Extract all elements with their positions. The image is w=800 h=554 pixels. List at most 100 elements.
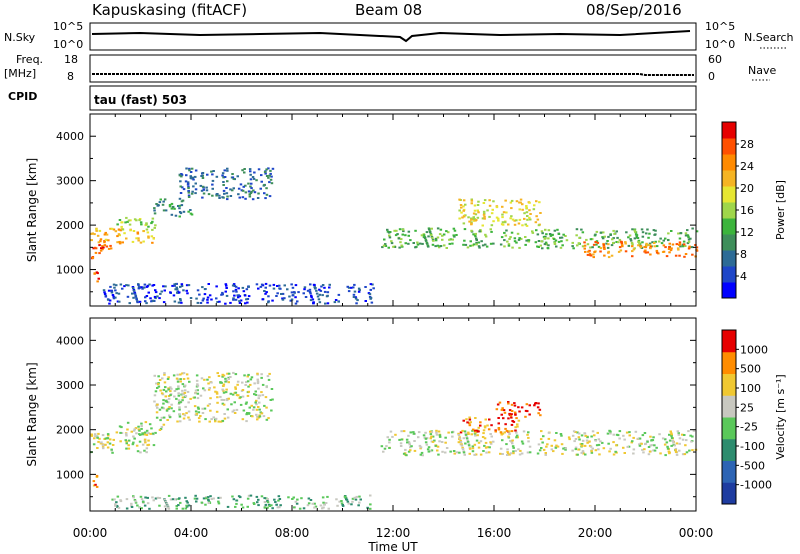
- vel-cell: [143, 433, 146, 436]
- vel-cell: [444, 441, 447, 444]
- power-cell: [624, 241, 627, 244]
- vel-cell: [650, 444, 654, 447]
- power-cell: [589, 238, 593, 241]
- power-cell: [684, 253, 688, 255]
- power-cell: [239, 299, 243, 302]
- vel-cell: [257, 394, 261, 397]
- vel-cell: [138, 429, 141, 432]
- vel-cell: [138, 506, 142, 509]
- power-cell: [201, 177, 205, 179]
- power-cell: [541, 247, 544, 250]
- vel-cell: [526, 451, 530, 454]
- vel-cell: [508, 433, 511, 435]
- vel-cell: [126, 428, 129, 431]
- vel-cell: [139, 495, 143, 498]
- vel-cell: [358, 501, 361, 504]
- vel-cell: [177, 402, 181, 405]
- power-cell: [383, 238, 386, 241]
- vel-cell: [670, 437, 674, 439]
- vel-cell: [515, 417, 518, 420]
- power-cell: [525, 206, 528, 209]
- vel-cell: [140, 507, 143, 510]
- power-cell: [223, 192, 226, 195]
- power-cell: [125, 284, 128, 287]
- power-cell: [249, 178, 253, 181]
- vel-cell: [177, 387, 180, 390]
- power-cell: [121, 241, 124, 244]
- vel-cell: [574, 438, 578, 440]
- vel-cell: [295, 502, 299, 505]
- power-cell: [471, 244, 474, 247]
- power-cell: [390, 242, 394, 245]
- power-cell: [631, 245, 634, 248]
- power-cell: [135, 237, 138, 240]
- vel-cell: [453, 452, 456, 455]
- power-cell: [548, 233, 552, 235]
- power-cell: [139, 221, 143, 224]
- vel-cell: [683, 453, 687, 456]
- power-cell: [190, 192, 194, 195]
- power-cell: [240, 189, 244, 192]
- vel-cell: [221, 388, 224, 391]
- vel-cell: [462, 450, 465, 453]
- vel-cell: [444, 451, 447, 454]
- vel-cell: [201, 412, 205, 414]
- power-cell: [321, 284, 325, 286]
- vel-cell: [163, 505, 167, 508]
- vel-cell: [193, 396, 196, 399]
- power-cell: [416, 241, 419, 244]
- power-cell: [241, 189, 245, 192]
- vel-cell: [162, 416, 166, 419]
- power-cell: [218, 300, 221, 303]
- power-cell: [163, 289, 166, 292]
- vel-cell: [246, 505, 249, 508]
- power-cell: [265, 193, 269, 196]
- vel-cell: [264, 503, 268, 506]
- power-cell: [439, 228, 443, 231]
- vel-cell: [518, 453, 522, 456]
- vel-cell: [468, 446, 472, 449]
- power-cell: [244, 184, 247, 187]
- power-cell: [528, 209, 531, 212]
- power-cell: [639, 245, 643, 248]
- power-cell: [691, 227, 694, 230]
- power-cell: [482, 210, 486, 213]
- vel-cell: [97, 440, 100, 443]
- power-cell: [125, 237, 128, 240]
- power-cell: [645, 244, 648, 247]
- vel-colorbar-label: 500: [740, 363, 761, 376]
- power-cell: [164, 209, 168, 212]
- power-cell: [602, 245, 606, 248]
- power-cell: [667, 248, 671, 250]
- power-cell: [225, 192, 229, 195]
- vel-cell: [156, 496, 160, 499]
- vel-cell: [255, 413, 258, 416]
- vel-cell: [559, 433, 563, 435]
- vel-cell: [517, 448, 520, 451]
- power-cell: [645, 232, 648, 235]
- vel-cell: [345, 498, 348, 501]
- vel-cell: [468, 424, 472, 427]
- power-cell: [475, 219, 478, 221]
- power-cell: [252, 189, 255, 192]
- vel-cell: [402, 452, 406, 455]
- vel-cell: [214, 390, 217, 393]
- power-cell: [660, 242, 664, 245]
- vel-cell: [643, 448, 646, 451]
- vel-cell: [677, 432, 680, 435]
- vel-colorbar-swatch: [722, 482, 736, 505]
- vel-cell: [125, 440, 128, 443]
- power-cell: [464, 203, 467, 206]
- vel-cell: [98, 437, 101, 440]
- power-cell: [133, 292, 137, 295]
- vel-cell: [263, 506, 267, 509]
- vel-cell: [628, 434, 631, 437]
- vel-cell: [263, 497, 266, 500]
- vel-cell: [265, 386, 268, 389]
- power-cell: [176, 291, 179, 294]
- power-cell: [631, 255, 634, 258]
- power-cell: [185, 284, 189, 287]
- cpid-value: tau (fast) 503: [94, 93, 187, 107]
- vel-cell: [450, 431, 454, 434]
- vel-cell: [195, 497, 199, 500]
